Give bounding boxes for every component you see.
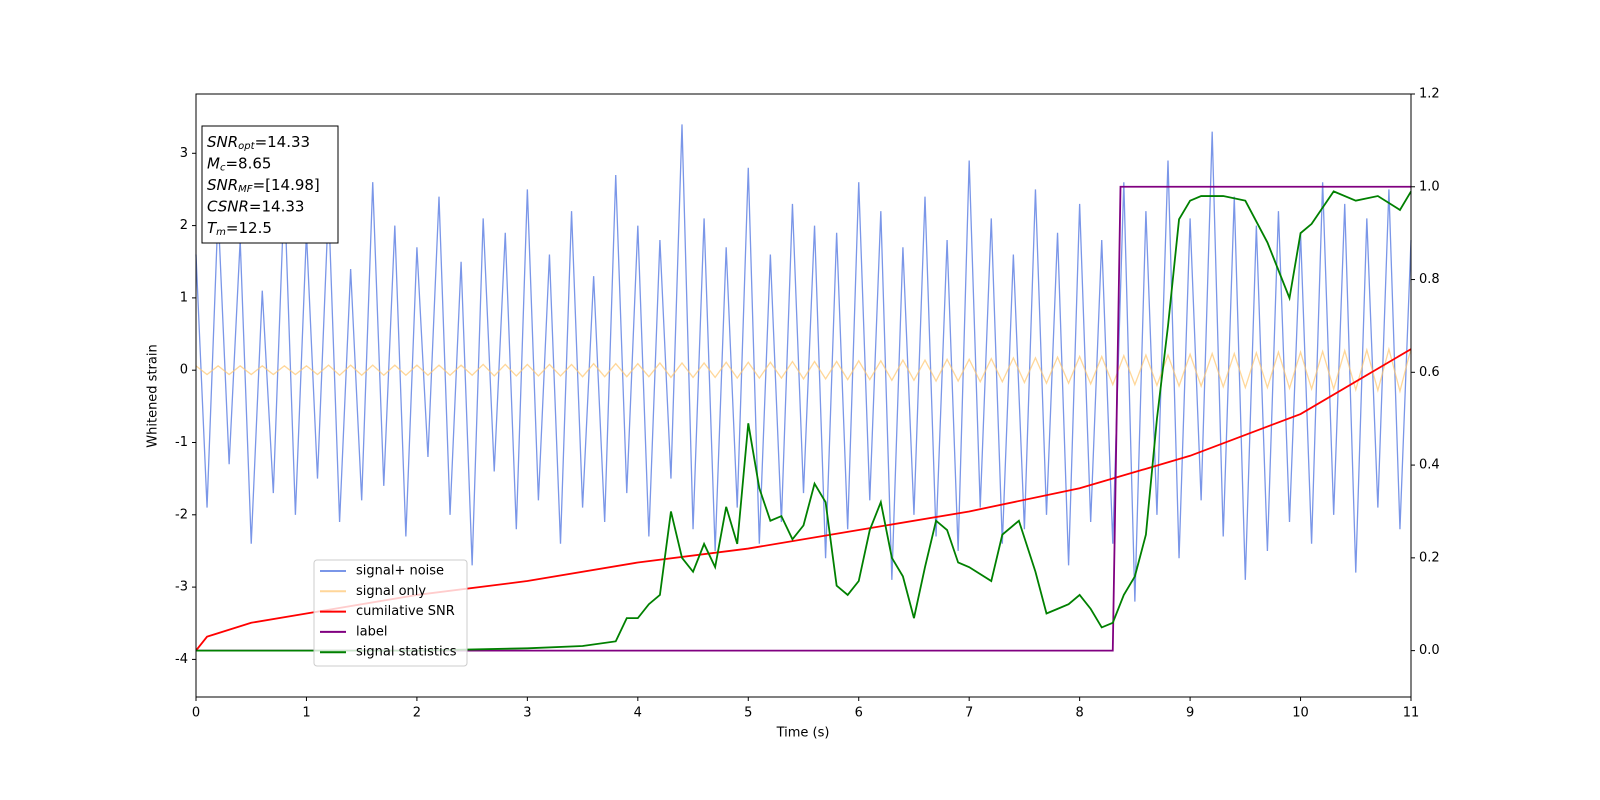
- x-tick-label: 6: [855, 706, 863, 721]
- annotation-value: =14.33: [249, 197, 305, 215]
- y-axis-label: Whitened strain: [146, 344, 161, 447]
- y-tick-label: 2: [180, 218, 188, 233]
- annotation-subscript: MF: [238, 184, 253, 195]
- annotation-line: CSNR=14.33: [207, 197, 304, 215]
- annotation-subscript: m: [216, 227, 226, 238]
- legend-label: cumilative SNR: [356, 604, 455, 619]
- legend-label: signal statistics: [356, 645, 457, 660]
- y-tick-label: -3: [175, 580, 188, 595]
- x-tick-label: 9: [1186, 706, 1194, 721]
- annotation-symbol: M: [207, 154, 220, 172]
- annotation-symbol: SNR: [207, 176, 238, 194]
- annotation-line: Tm=12.5: [207, 219, 272, 239]
- y-tick-label: -1: [175, 435, 188, 450]
- series-line: [196, 190, 1412, 652]
- y-tick-label: 3: [180, 146, 188, 161]
- y2-tick-label: 1.0: [1419, 179, 1440, 194]
- x-tick-label: 10: [1292, 706, 1309, 721]
- x-tick-label: 4: [634, 706, 642, 721]
- x-tick-label: 2: [413, 706, 421, 721]
- annotation-symbol: CSNR: [207, 197, 249, 215]
- x-tick-label: 0: [192, 706, 200, 721]
- annotation-box: [201, 125, 339, 244]
- y2-tick-label: 1.2: [1419, 87, 1440, 102]
- y-tick-label: 0: [180, 363, 188, 378]
- legend-box: [313, 559, 468, 667]
- y-tick-label: 1: [180, 290, 188, 305]
- y2-tick-label: 0.2: [1419, 550, 1440, 565]
- y2-tick-label: 0.4: [1419, 458, 1440, 473]
- y-tick-label: -4: [175, 652, 188, 667]
- annotation-subscript: c: [220, 163, 226, 174]
- series-line: [195, 346, 1412, 394]
- x-axis-label: Time (s): [776, 726, 830, 741]
- legend-label: signal+ noise: [356, 564, 444, 579]
- series-line: [195, 348, 1412, 652]
- annotation-line: Mc=8.65: [207, 154, 271, 174]
- x-tick-label: 8: [1075, 706, 1083, 721]
- x-tick-label: 7: [965, 706, 973, 721]
- series-line: [195, 124, 1412, 602]
- legend-label: signal only: [356, 584, 426, 599]
- x-tick-label: 11: [1403, 706, 1420, 721]
- annotation-value: =8.65: [225, 154, 271, 172]
- annotation-line: SNRMF=[14.98]: [207, 176, 320, 196]
- annotation-symbol: SNR: [207, 133, 238, 151]
- annotation-value: =[14.98]: [253, 176, 320, 194]
- x-tick-label: 3: [523, 706, 531, 721]
- annotation-value: =12.5: [226, 219, 272, 237]
- series-line: [196, 185, 1411, 652]
- annotation-value: =14.33: [255, 133, 311, 151]
- legend-label: label: [356, 624, 387, 639]
- y2-tick-label: 0.8: [1419, 272, 1440, 287]
- y2-tick-label: 0.6: [1419, 365, 1440, 380]
- x-tick-label: 1: [302, 706, 310, 721]
- x-tick-label: 5: [744, 706, 752, 721]
- annotation-subscript: opt: [238, 141, 255, 152]
- y-tick-label: -2: [175, 507, 188, 522]
- y2-tick-label: 0.0: [1419, 643, 1440, 658]
- plot-frame: [195, 93, 1412, 698]
- annotation-symbol: T: [207, 219, 218, 237]
- annotation-line: SNRopt=14.33: [207, 133, 310, 153]
